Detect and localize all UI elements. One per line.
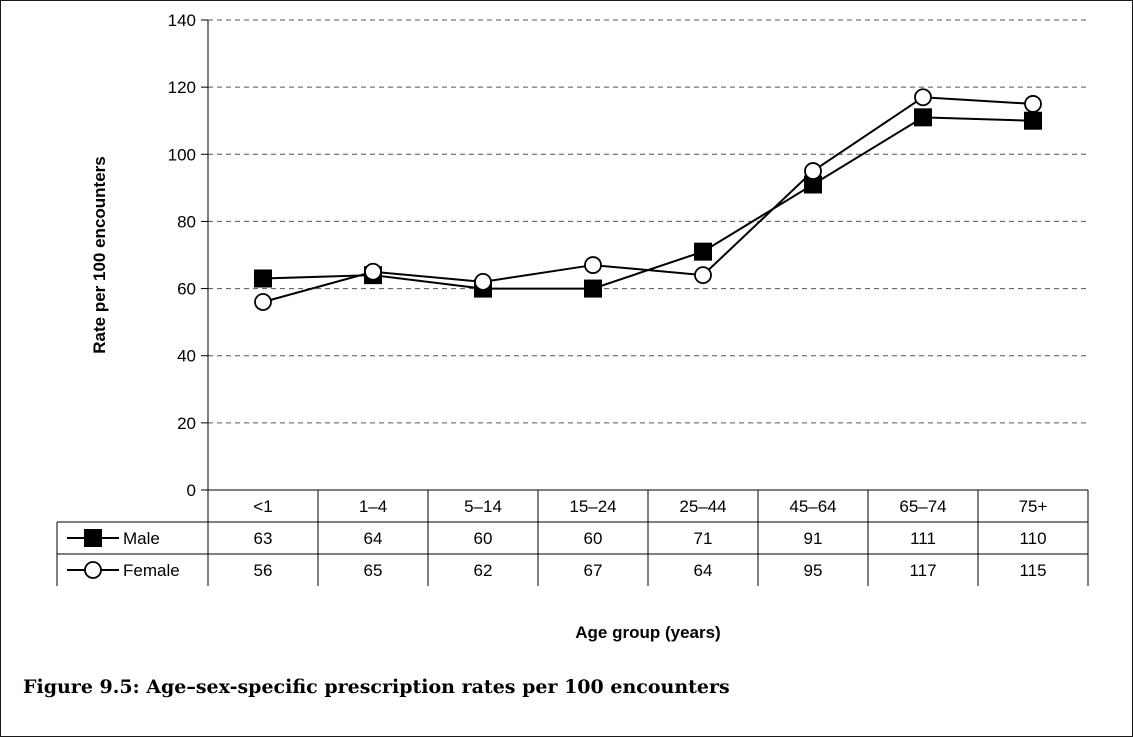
male-point	[584, 279, 602, 298]
table-cell-value: 56	[254, 561, 273, 580]
female-point	[694, 266, 712, 285]
female-point	[804, 162, 822, 180]
male-point	[254, 269, 272, 288]
table-cell-value: 117	[909, 561, 936, 580]
series-line-male	[262, 116, 1034, 290]
female-point	[474, 272, 492, 291]
x-category-label: 25–44	[679, 497, 726, 516]
figure-caption: Figure 9.5: Age–sex-specific prescriptio…	[23, 676, 730, 698]
table-cell-value: 71	[694, 529, 713, 548]
male-point	[1024, 111, 1042, 130]
table-cell-value: 111	[910, 529, 936, 548]
female-point	[364, 262, 382, 281]
x-category-label: 75+	[1019, 497, 1048, 516]
table-cell-value: 65	[364, 561, 383, 580]
table-cell-value: 91	[804, 529, 823, 548]
x-category-label: 1–4	[359, 497, 387, 516]
table-cell-value: 64	[694, 561, 713, 580]
table-cell-value: 60	[584, 529, 603, 548]
female-point	[1024, 95, 1042, 113]
y-tick-label: 140	[168, 11, 196, 30]
female-point	[914, 88, 932, 107]
female-point	[584, 256, 602, 274]
grid-lines	[208, 19, 1088, 424]
table-cell-value: 63	[254, 529, 273, 548]
y-tick-label: 0	[187, 481, 196, 500]
table-cell-value: 67	[584, 561, 603, 580]
female-point	[254, 293, 272, 311]
y-tick-label: 80	[177, 212, 196, 231]
line-chart: 0 20 40 60 80 100 120 140 <1 1–4 5–14 15–24 25–44 45…	[56, 11, 1089, 642]
y-tick-label: 60	[177, 280, 196, 299]
x-category-label: 5–14	[464, 497, 502, 516]
data-table: <1 1–4 5–14 15–24 25–44 45–64 65–74 75+ Male 63 64…	[56, 489, 1089, 586]
table-cell-value: 60	[474, 529, 493, 548]
y-tick-label: 20	[177, 414, 196, 433]
y-tick-label: 40	[177, 347, 196, 366]
table-cell-value: 110	[1019, 529, 1046, 548]
table-cell-value: 95	[804, 561, 823, 580]
table-cell-value: 64	[364, 529, 383, 548]
x-axis-title: Age group (years)	[575, 623, 720, 642]
y-tick-label: 100	[168, 145, 196, 164]
legend-label-female: Female	[123, 561, 180, 580]
male-point	[804, 175, 822, 194]
series-lines	[254, 88, 1042, 311]
x-category-label: <1	[253, 497, 272, 516]
y-axis-title: Rate per 100 encounters	[90, 156, 109, 353]
legend-key-marker	[84, 529, 102, 547]
axes: 0 20 40 60 80 100 120 140	[168, 11, 209, 522]
table-cell-value: 115	[1019, 561, 1046, 580]
male-point	[694, 242, 712, 261]
series-line-female	[262, 96, 1034, 303]
legend-label-male: Male	[123, 529, 160, 548]
x-category-label: 45–64	[789, 497, 836, 516]
x-category-label: 65–74	[899, 497, 946, 516]
x-category-label: 15–24	[569, 497, 616, 516]
legend-key-marker	[84, 561, 102, 579]
y-tick-label: 120	[168, 78, 196, 97]
table-cell-value: 62	[474, 561, 493, 580]
male-point	[914, 108, 932, 127]
